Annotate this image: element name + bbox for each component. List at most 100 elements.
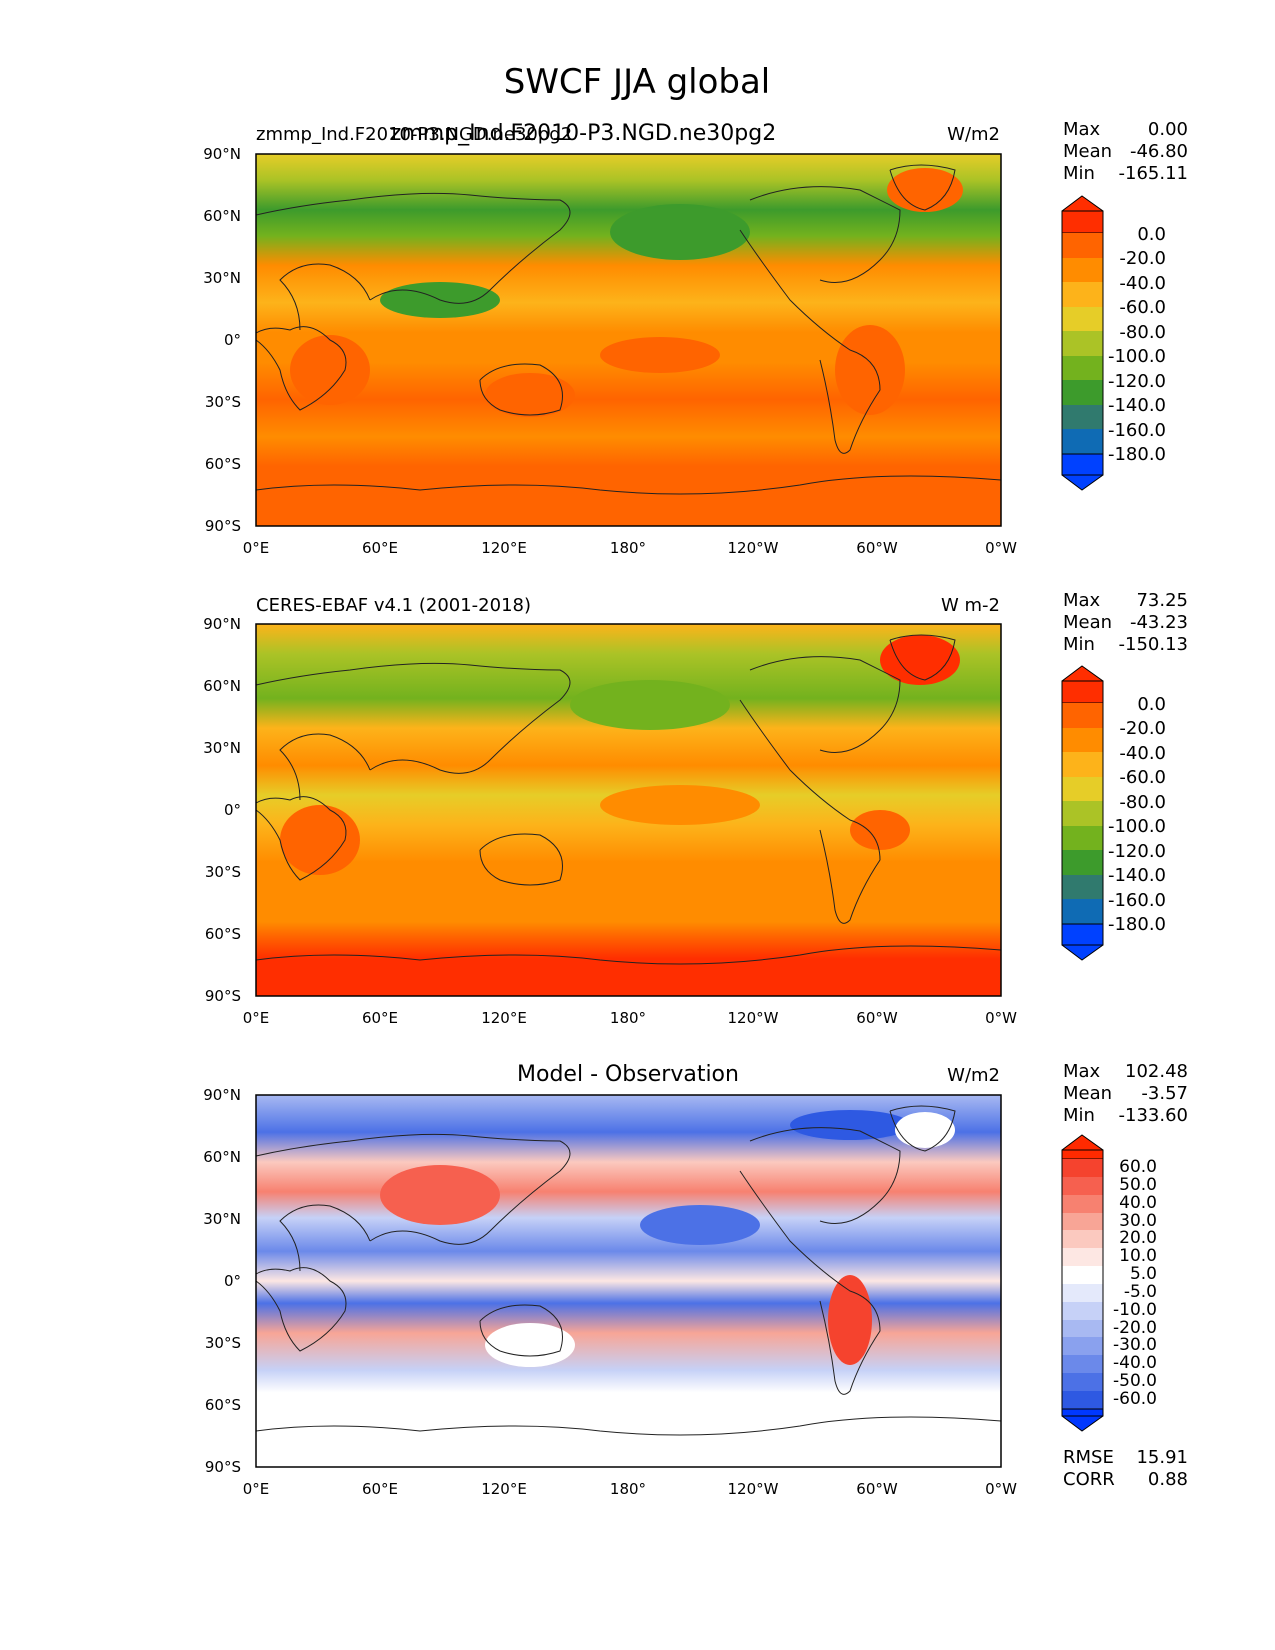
panel-2-map-frame [255, 623, 1002, 997]
panel-3-colorbar-swatch [1062, 1177, 1103, 1195]
panel-2-blob-south-america [850, 810, 910, 850]
panel-1-min-label: Min [1063, 163, 1095, 184]
panel-3-colorbar-bottom-arrow [1061, 1408, 1104, 1432]
panel-3-corr-value: 0.88 [1148, 1469, 1188, 1490]
panel-3-max-value: 102.48 [1125, 1061, 1188, 1082]
panel-2-colorbar-outline [1061, 680, 1104, 946]
panel-1-colorbar-swatch [1062, 380, 1103, 405]
panel-2-colorbar-swatch [1062, 850, 1103, 875]
panel-2-blob-tropical-pacific [600, 785, 760, 825]
panel-2-min-value: -150.13 [1119, 634, 1188, 655]
panel-1-colorbar [1061, 195, 1104, 491]
panel-3-colorbar-tick-label: -50.0 [1113, 1371, 1157, 1391]
panel-3-lon-tick-label: 60°W [856, 1480, 898, 1498]
panel-3-colorbar-tick-label: -5.0 [1124, 1282, 1157, 1302]
panel-1-colorbar-tick-label: 0.0 [1137, 224, 1166, 245]
panel-1-mean-label: Mean [1063, 141, 1112, 162]
panel-1-lon-tick-label: 0°E [243, 539, 270, 557]
panel-2-colorbar-swatch [1062, 728, 1103, 752]
panel-3-units: W/m2 [947, 1065, 1000, 1086]
panel-1-colorbar-outline [1061, 210, 1104, 476]
panel-1-units: W/m2 [947, 124, 1000, 145]
panel-3-stats: Max 102.48 Mean -3.57 Min -133.60 [1063, 1061, 1188, 1126]
panel-1-colorbar-ticks: 0.0 -20.0 -40.0 -60.0 -80.0 -100.0 -120.… [1108, 224, 1166, 465]
panel-2-colorbar-tick-label: -40.0 [1119, 743, 1166, 764]
panel-1-colorbar-tick-label: -180.0 [1108, 444, 1166, 465]
panel-3-colorbar-swatch [1062, 1195, 1103, 1213]
panel-1-lon-tick-label: 180° [610, 539, 646, 557]
panel-2-colorbar-swatch [1062, 826, 1103, 850]
panel-3-colorbar-ticks: 60.0 50.0 40.0 30.0 20.0 10.0 5.0 -5.0 -… [1113, 1157, 1157, 1409]
panel-1-blob-australia [485, 373, 575, 417]
panel-1-lat-tick-label: 90°S [205, 517, 241, 535]
panel-3-lat-tick-label: 90°S [205, 1458, 241, 1476]
panel-2-colorbar-tick-label: 0.0 [1137, 694, 1166, 715]
panel-3-lat-tick-label: 30°S [205, 1334, 241, 1352]
panel-1-lat-tick-label: 30°N [203, 269, 241, 287]
panel-1-map-frame [255, 153, 1002, 527]
panel-2-colorbar-tick-label: -80.0 [1119, 792, 1166, 813]
panel-2-lon-tick-label: 0°E [243, 1009, 270, 1027]
panel-3-map-field [256, 1095, 1001, 1467]
panel-1: zmmp_Ind.F2010-P3.NGD.ne30pg2 zmmp_Ind.F… [203, 119, 1188, 557]
panel-3-min-value: -133.60 [1119, 1105, 1188, 1126]
panel-2-colorbar-bottom-arrow [1061, 923, 1104, 961]
panel-1-colorbar-tick-label: -160.0 [1108, 420, 1166, 441]
panel-3-blob-arctic [790, 1110, 910, 1140]
panel-2-lon-tick-label: 0°W [985, 1009, 1017, 1027]
panel-2-lat-axis: 90°N 60°N 30°N 0° 30°S 60°S 90°S [203, 615, 241, 1005]
panel-1-colorbar-swatch [1062, 282, 1103, 307]
panel-2-colorbar-tick-label: -100.0 [1108, 816, 1166, 837]
panel-1-blob-south-america [835, 325, 905, 415]
panel-1-lon-tick-label: 120°E [481, 539, 527, 557]
panel-3-lat-tick-label: 60°N [203, 1148, 241, 1166]
panel-3-lat-tick-label: 30°N [203, 1210, 241, 1228]
panel-3-lon-tick-label: 120°W [728, 1480, 779, 1498]
panel-1-colorbar-tick-label: -20.0 [1119, 248, 1166, 269]
panel-3-map-frame [255, 1094, 1002, 1468]
panel-1-colorbar-tick-label: -120.0 [1108, 371, 1166, 392]
panel-2-colorbar-tick-label: -180.0 [1108, 914, 1166, 935]
panel-1-max-label: Max [1063, 119, 1101, 140]
panel-3-colorbar-swatch [1062, 1159, 1103, 1177]
panel-2: CERES-EBAF v4.1 (2001-2018) W m-2 90°N 6… [203, 590, 1188, 1027]
panel-3-colorbar-swatch [1062, 1230, 1103, 1248]
panel-3-colorbar-tick-label: -20.0 [1113, 1318, 1157, 1338]
panel-3-colorbar-swatch [1062, 1373, 1103, 1391]
panel-2-colorbar-ticks: 0.0 -20.0 -40.0 -60.0 -80.0 -100.0 -120.… [1108, 694, 1166, 935]
panel-2-lat-tick-label: 60°S [205, 925, 241, 943]
panel-2-lat-tick-label: 30°N [203, 739, 241, 757]
panel-3-blob-australia [485, 1323, 575, 1367]
panel-3-lat-tick-label: 90°N [203, 1086, 241, 1104]
panel-1-colorbar-swatch [1062, 429, 1103, 454]
panel-3-blob-central-asia [380, 1165, 500, 1225]
panel-2-units: W m-2 [941, 595, 1000, 616]
panel-3-anomaly-blobs [380, 1110, 955, 1367]
panel-2-lat-tick-label: 30°S [205, 863, 241, 881]
panel-2-colorbar-swatch [1062, 875, 1103, 899]
panel-1-stats: Max 0.00 Mean -46.80 Min -165.11 [1063, 119, 1188, 184]
panel-2-colorbar-swatch [1062, 801, 1103, 826]
panel-3-colorbar-swatch [1062, 1337, 1103, 1355]
panel-3-extra-stats: RMSE 15.91 CORR 0.88 [1063, 1447, 1188, 1490]
panel-2-min-label: Min [1063, 634, 1095, 655]
panel-3-colorbar [1061, 1134, 1104, 1432]
panel-1-lon-axis: 0°E 60°E 120°E 180° 120°W 60°W 0°W [243, 539, 1017, 557]
panel-1-lat-tick-label: 90°N [203, 145, 241, 163]
panel-3-lat-tick-label: 0° [224, 1272, 241, 1290]
panel-1-colorbar-swatch [1062, 233, 1103, 258]
panel-3-colorbar-tick-label: 50.0 [1119, 1175, 1157, 1195]
panel-2-stats: Max 73.25 Mean -43.23 Min -150.13 [1063, 590, 1188, 655]
panel-3-colorbar-swatch [1062, 1266, 1103, 1284]
panel-2-colorbar-tick-label: -60.0 [1119, 767, 1166, 788]
panel-1-max-value: 0.00 [1148, 119, 1188, 140]
panel-2-lon-tick-label: 60°E [362, 1009, 398, 1027]
panel-3-rmse-value: 15.91 [1136, 1447, 1188, 1468]
panel-1-coastlines [255, 164, 1002, 495]
panel-3-mean-value: -3.57 [1141, 1083, 1188, 1104]
panel-3-lat-tick-label: 60°S [205, 1396, 241, 1414]
panel-3-colorbar-swatch [1062, 1320, 1103, 1337]
panel-3-colorbar-tick-label: 30.0 [1119, 1211, 1157, 1231]
panel-2-blob-africa [280, 805, 360, 875]
